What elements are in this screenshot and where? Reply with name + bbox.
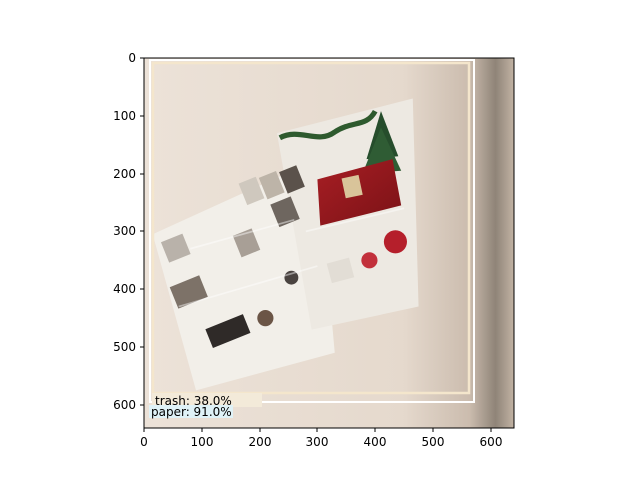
- y-tick-label: 400: [113, 282, 136, 296]
- x-tick-label: 600: [480, 435, 503, 449]
- detection-label-trash: trash: 38.0%: [155, 394, 232, 408]
- y-tick-label: 0: [128, 51, 136, 65]
- x-tick-label: 300: [306, 435, 329, 449]
- y-axis: 0 100 200 300 400 500 600: [113, 51, 144, 412]
- photo: trash: 38.0% paper: 91.0%: [144, 58, 514, 428]
- y-tick-label: 300: [113, 224, 136, 238]
- detection-label-bg-trash: [152, 393, 262, 407]
- x-tick-label: 500: [422, 435, 445, 449]
- detection-label-bg-paper: [149, 405, 233, 418]
- flyer: [152, 98, 419, 391]
- y-tick-label: 200: [113, 167, 136, 181]
- axes-frame: [143, 57, 515, 429]
- x-tick-label: 400: [364, 435, 387, 449]
- y-tick-label: 600: [113, 398, 136, 412]
- y-tick-label: 100: [113, 109, 136, 123]
- ornament-wreath: [383, 230, 407, 254]
- x-tick-label: 100: [191, 435, 214, 449]
- x-tick-label: 0: [140, 435, 148, 449]
- x-axis: 0 100 200 300 400 500 600: [140, 428, 502, 449]
- detection-box-paper: [149, 59, 475, 403]
- x-tick-label: 200: [249, 435, 272, 449]
- detection-label-paper: paper: 91.0%: [151, 405, 232, 419]
- garland: [278, 109, 378, 141]
- y-tick-label: 500: [113, 340, 136, 354]
- detection-box-trash: [151, 61, 471, 395]
